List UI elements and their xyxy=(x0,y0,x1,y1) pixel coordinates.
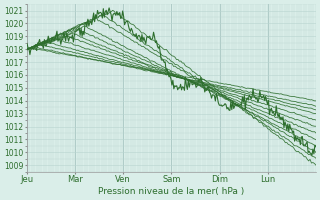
X-axis label: Pression niveau de la mer( hPa ): Pression niveau de la mer( hPa ) xyxy=(98,187,244,196)
